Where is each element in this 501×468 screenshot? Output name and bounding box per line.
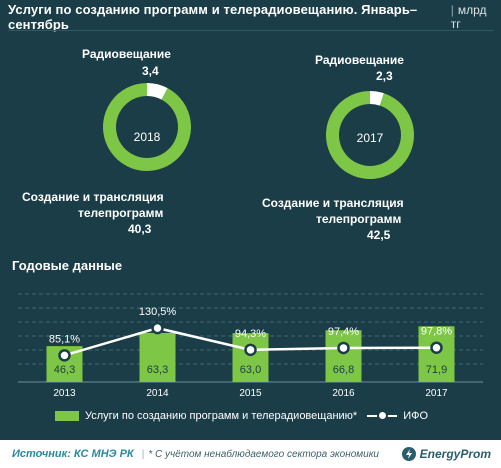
ifo-point bbox=[337, 341, 350, 355]
x-tick-label: 2016 bbox=[332, 388, 355, 399]
header: Услуги по созданию программ и телерадиов… bbox=[8, 2, 496, 32]
ifo-value-label: 97,8% bbox=[421, 326, 452, 338]
donut-chart-2017 bbox=[326, 91, 414, 179]
page-title: Услуги по созданию программ и телерадиов… bbox=[8, 2, 418, 32]
legend-bar-swatch bbox=[55, 411, 79, 421]
legend-line-symbol bbox=[367, 410, 398, 421]
source-text: Источник: КС МНЭ РК bbox=[12, 448, 134, 460]
donut-2018-tv-label-line2: телепрограмм bbox=[78, 206, 164, 220]
donut-slice-radio bbox=[370, 91, 384, 106]
chart-legend: Услуги по созданию программ и телерадиов… bbox=[55, 408, 475, 424]
bar-2016 bbox=[325, 330, 362, 382]
donut-slice-tv bbox=[102, 83, 191, 171]
x-tick-label: 2015 bbox=[239, 388, 262, 399]
ifo-value-label: 97,4% bbox=[328, 326, 359, 338]
lightning-icon bbox=[401, 447, 416, 461]
ifo-value-label: 130,5% bbox=[139, 306, 177, 318]
ifo-value-label: 85,1% bbox=[49, 333, 80, 345]
donut-slice-radio bbox=[147, 83, 168, 100]
annual-section-title: Годовые данные bbox=[12, 258, 123, 273]
donut-2017-tv-label-line2: телепрограмм bbox=[316, 212, 402, 226]
donut-2018-year: 2018 bbox=[133, 130, 161, 144]
x-tick-label: 2014 bbox=[146, 388, 169, 399]
logo-text: EnergyProm bbox=[419, 447, 491, 461]
footnote: | * С учётом ненаблюдаемого сектора эконо… bbox=[141, 448, 379, 460]
ifo-point bbox=[58, 349, 71, 362]
ifo-point bbox=[151, 321, 164, 335]
footnote-text: * С учётом ненаблюдаемого сектора эконом… bbox=[148, 448, 379, 460]
bar-2017 bbox=[418, 326, 455, 382]
donut-2017-tv-label-line1: Создание и трансляция bbox=[262, 196, 404, 210]
donut-chart-2018 bbox=[102, 83, 191, 171]
bar-value-label: 71,9 bbox=[426, 364, 447, 376]
bar-2014 bbox=[139, 332, 176, 382]
donut-2018-radio-label: Радиовещание bbox=[82, 47, 171, 61]
ifo-value-label: 94,3% bbox=[235, 328, 266, 340]
bar-value-label: 63,0 bbox=[240, 364, 261, 376]
x-tick-label: 2017 bbox=[425, 388, 448, 399]
x-tick-label: 2013 bbox=[53, 388, 76, 399]
brand-logo: EnergyProm bbox=[401, 447, 491, 461]
legend-line-label: ИФО bbox=[403, 410, 429, 422]
donut-2017-radio-value: 2,3 bbox=[376, 69, 393, 83]
donut-2017-year: 2017 bbox=[356, 131, 384, 145]
donut-2018-tv-label-line1: Создание и трансляция bbox=[22, 190, 164, 204]
annual-bar-line-chart: 46,3 2013 63,3 2014 63,0 2015 66,8 2016 71,9 2017… bbox=[18, 293, 483, 399]
bar-value-label: 66,8 bbox=[333, 364, 354, 376]
unit-text: млрд тг bbox=[450, 3, 487, 31]
donut-2018-radio-value: 3,4 bbox=[142, 64, 159, 78]
donut-2017-tv-value: 42,5 bbox=[367, 228, 391, 242]
footer: Источник: КС МНЭ РК | * С учётом ненаблюд… bbox=[0, 440, 501, 468]
bar-value-label: 63,3 bbox=[147, 364, 168, 376]
donut-2018-tv-value: 40,3 bbox=[128, 222, 152, 236]
ifo-point bbox=[244, 343, 257, 357]
bar-2015 bbox=[232, 333, 269, 382]
legend-bar-label: Услуги по созданию программ и телерадиов… bbox=[85, 410, 358, 422]
ifo-point bbox=[430, 341, 443, 354]
unit-label: | млрд тг bbox=[450, 3, 487, 31]
donut-slice-tv bbox=[326, 91, 414, 179]
donut-2017-radio-label: Радиовещание bbox=[315, 53, 404, 67]
bar-value-label: 46,3 bbox=[54, 364, 75, 376]
title-divider bbox=[8, 30, 494, 31]
